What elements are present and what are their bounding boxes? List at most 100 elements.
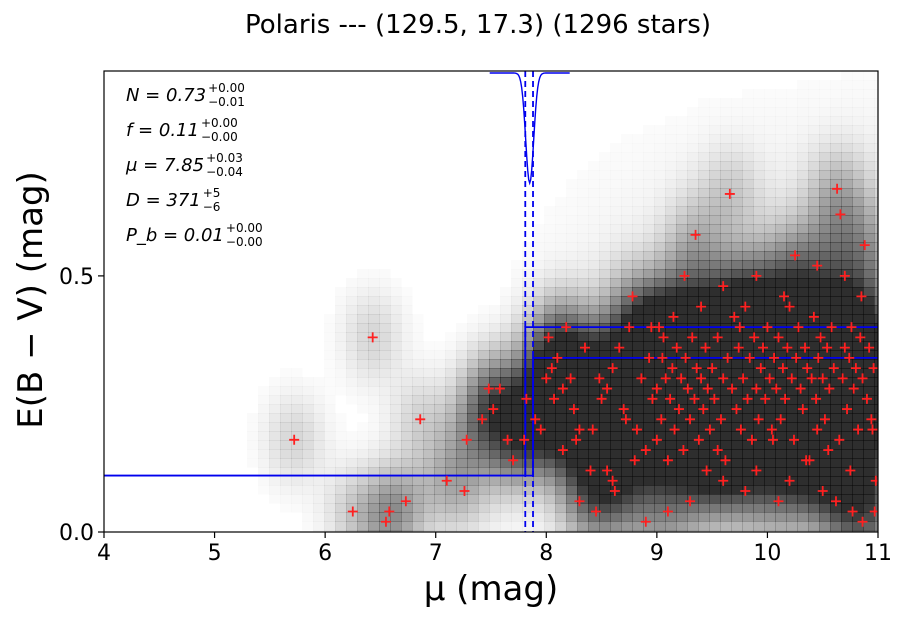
annotation-upper-0: +0.00 xyxy=(208,81,245,95)
data-point-132 xyxy=(842,404,853,415)
data-point-30 xyxy=(587,424,598,435)
data-point-127 xyxy=(830,496,841,507)
data-point-9 xyxy=(461,434,472,445)
annotation-3: D = 371 +5−6 xyxy=(126,186,220,214)
x-tick-label-7: 11 xyxy=(864,541,892,566)
data-point-88 xyxy=(744,352,755,363)
annotation-label-3: D = 371 xyxy=(126,190,201,211)
y-axis-label: E(B − V) (mag) xyxy=(11,171,51,429)
data-point-64 xyxy=(689,393,700,404)
data-point-182 xyxy=(668,311,679,322)
data-point-111 xyxy=(795,383,806,394)
data-point-143 xyxy=(866,414,877,425)
data-point-171 xyxy=(867,424,878,435)
data-point-105 xyxy=(782,342,793,353)
data-point-149 xyxy=(817,486,828,497)
data-point-69 xyxy=(700,342,711,353)
data-point-10 xyxy=(477,414,488,425)
data-point-55 xyxy=(669,424,680,435)
data-point-41 xyxy=(627,291,638,302)
data-point-51 xyxy=(660,373,671,384)
data-point-14 xyxy=(502,434,513,445)
x-axis-ticks: 4 5 6 7 8 9 10 11 xyxy=(97,532,892,566)
data-point-16 xyxy=(521,393,532,404)
data-point-24 xyxy=(557,383,568,394)
data-point-94 xyxy=(758,342,769,353)
data-point-117 xyxy=(808,311,819,322)
data-point-165 xyxy=(557,445,568,456)
data-point-120 xyxy=(815,332,826,343)
data-point-181 xyxy=(549,393,560,404)
data-point-72 xyxy=(707,363,718,374)
x-tick-label-1: 5 xyxy=(208,541,222,566)
data-point-160 xyxy=(801,455,812,466)
data-point-153 xyxy=(685,496,696,507)
data-point-156 xyxy=(607,475,618,486)
data-point-19 xyxy=(535,424,546,435)
data-point-134 xyxy=(846,322,857,333)
data-point-82 xyxy=(731,404,742,415)
data-point-147 xyxy=(857,516,868,527)
data-point-187 xyxy=(602,383,613,394)
data-point-108 xyxy=(788,434,799,445)
data-point-145 xyxy=(870,475,878,486)
data-point-107 xyxy=(786,373,797,384)
data-point-25 xyxy=(561,322,572,333)
data-point-28 xyxy=(579,342,590,353)
data-point-21 xyxy=(546,363,557,374)
data-point-4 xyxy=(384,506,395,517)
data-point-109 xyxy=(791,352,802,363)
data-point-135 xyxy=(848,383,859,394)
data-point-12 xyxy=(488,404,499,415)
data-point-89 xyxy=(746,434,757,445)
data-point-78 xyxy=(722,352,733,363)
annotation-upper-1: +0.00 xyxy=(201,116,238,130)
data-point-37 xyxy=(614,342,625,353)
annotation-label-0: N = 0.73 xyxy=(126,85,206,106)
data-point-31 xyxy=(594,373,605,384)
annotation-lower-4: −0.00 xyxy=(226,235,263,249)
data-point-0 xyxy=(289,434,300,445)
data-point-36 xyxy=(609,486,620,497)
data-point-131 xyxy=(839,342,850,353)
data-point-178 xyxy=(718,281,729,292)
data-point-112 xyxy=(797,404,808,415)
data-point-154 xyxy=(662,506,673,517)
model-lines xyxy=(104,71,878,532)
data-point-146 xyxy=(869,506,878,517)
data-point-49 xyxy=(656,414,667,425)
data-point-188 xyxy=(568,404,579,415)
data-point-13 xyxy=(494,383,505,394)
x-tick-label-2: 6 xyxy=(318,541,332,566)
data-point-140 xyxy=(859,240,870,251)
data-point-176 xyxy=(790,250,801,261)
data-point-2 xyxy=(347,506,358,517)
data-point-22 xyxy=(543,332,554,343)
data-point-103 xyxy=(777,363,788,374)
data-point-27 xyxy=(571,434,582,445)
data-point-62 xyxy=(685,414,696,425)
data-point-44 xyxy=(640,445,651,456)
data-point-102 xyxy=(775,414,786,425)
y-axis-ticks: 0.0 0.5 xyxy=(59,265,104,546)
data-point-174 xyxy=(812,260,823,271)
data-point-124 xyxy=(824,383,835,394)
data-point-122 xyxy=(819,414,830,425)
annotation-lower-3: −6 xyxy=(203,200,221,214)
annotation-0: N = 0.73 +0.00−0.01 xyxy=(126,81,245,109)
data-point-118 xyxy=(811,393,822,404)
data-point-164 xyxy=(629,455,640,466)
data-point-161 xyxy=(823,445,834,456)
data-point-57 xyxy=(673,404,684,415)
data-point-116 xyxy=(806,373,817,384)
data-point-53 xyxy=(665,393,676,404)
data-point-85 xyxy=(738,373,749,384)
plot-frame xyxy=(103,70,879,533)
data-point-168 xyxy=(767,434,778,445)
data-point-71 xyxy=(704,424,715,435)
data-point-126 xyxy=(828,363,839,374)
data-point-26 xyxy=(565,373,576,384)
data-point-97 xyxy=(764,373,775,384)
x-tick-label-6: 10 xyxy=(753,541,781,566)
data-point-133 xyxy=(844,352,855,363)
